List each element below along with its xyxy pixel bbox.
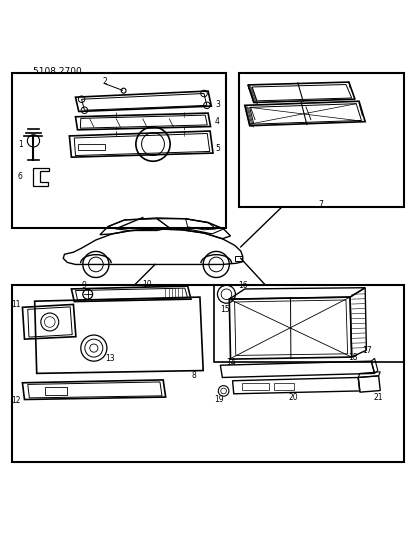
Bar [12, 285, 404, 462]
Text: 17: 17 [362, 345, 372, 354]
Text: 2: 2 [102, 77, 107, 86]
Text: 7: 7 [318, 199, 323, 208]
Bar [274, 383, 294, 390]
Text: 16: 16 [238, 281, 248, 290]
Bar [214, 285, 404, 362]
Bar [45, 387, 67, 395]
Bar [239, 72, 404, 207]
Text: 5: 5 [215, 144, 220, 152]
Text: 9: 9 [81, 281, 86, 290]
Text: 3: 3 [215, 100, 220, 109]
Text: 5108 2700: 5108 2700 [33, 67, 81, 76]
Bar [78, 144, 105, 150]
Text: 1: 1 [18, 140, 23, 149]
Text: 19: 19 [215, 395, 224, 405]
Text: 10: 10 [142, 279, 152, 288]
Bar [235, 256, 242, 261]
Text: 18: 18 [348, 352, 358, 361]
Bar [242, 383, 269, 390]
Text: 8: 8 [191, 372, 196, 381]
Text: 6: 6 [18, 172, 23, 181]
Text: 21: 21 [373, 393, 383, 402]
Text: 12: 12 [11, 396, 20, 405]
Text: 14: 14 [226, 358, 235, 367]
Text: 11: 11 [11, 300, 20, 309]
Text: 20: 20 [289, 393, 299, 401]
Bar [12, 72, 226, 228]
Text: 13: 13 [105, 354, 115, 363]
Text: 4: 4 [215, 117, 220, 126]
Text: 15: 15 [220, 305, 230, 314]
